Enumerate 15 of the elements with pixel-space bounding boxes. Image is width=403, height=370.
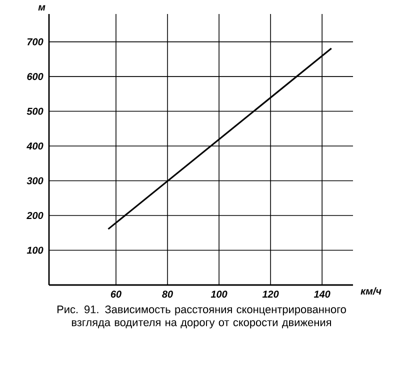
y-tick-label: 200: [26, 212, 44, 220]
x-tick-label: 140: [314, 290, 330, 298]
x-tick-label: 120: [262, 290, 279, 298]
y-tick-label: 300: [26, 177, 44, 184]
x-tick-label: 80: [162, 290, 173, 298]
y-axis-title: м: [38, 5, 46, 10]
x-tick-label: 60: [110, 290, 122, 298]
x-tick-label: 100: [210, 290, 228, 298]
y-tick-label: 100: [26, 246, 44, 254]
y-tick-label: 700: [27, 38, 44, 46]
y-tick-label: 400: [26, 142, 44, 150]
text: Рис. 91. Зависимость расстояния сконцентрированного взгляда водителя на дорогу от скорости движения: [57, 306, 346, 328]
x-axis-title: км/ч: [360, 287, 382, 295]
y-tick-label: 600: [27, 73, 44, 80]
y-tick-label: 500: [26, 108, 44, 115]
